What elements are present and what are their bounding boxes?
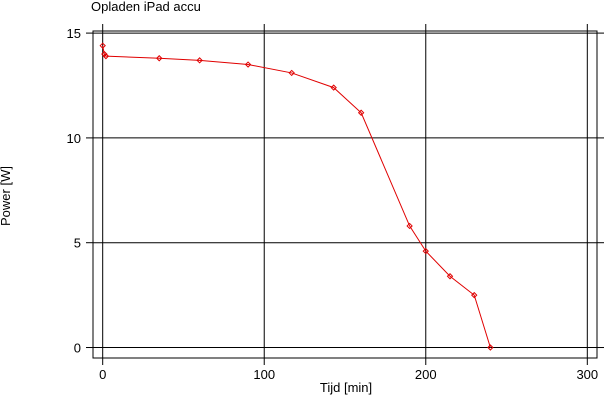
x-tick-label: 100: [253, 367, 275, 382]
point: [446, 273, 454, 280]
point: [406, 222, 413, 230]
point: [330, 84, 337, 91]
point: [487, 344, 494, 351]
point: [288, 69, 295, 77]
chart-title: Opladen iPad accu: [91, 0, 201, 14]
point: [156, 55, 163, 62]
plot-frame: [92, 30, 598, 359]
y-tick-label: 0: [74, 341, 81, 356]
x-axis-label: Tijd [min]: [320, 380, 372, 395]
line: [102, 45, 491, 348]
y-tick-label: 10: [67, 131, 81, 146]
y-tick-label: 5: [74, 236, 81, 251]
point: [102, 52, 110, 60]
point: [244, 61, 252, 68]
x-tick-label: 200: [415, 367, 437, 382]
y-axis-label: Power [W]: [0, 166, 13, 226]
point: [99, 42, 106, 49]
y-tick-label: 15: [67, 26, 81, 41]
point: [357, 109, 365, 116]
x-tick-label: 300: [576, 367, 598, 382]
x-tick-label: 0: [99, 367, 106, 382]
point: [422, 247, 429, 255]
point: [196, 57, 203, 64]
point: [471, 291, 478, 299]
